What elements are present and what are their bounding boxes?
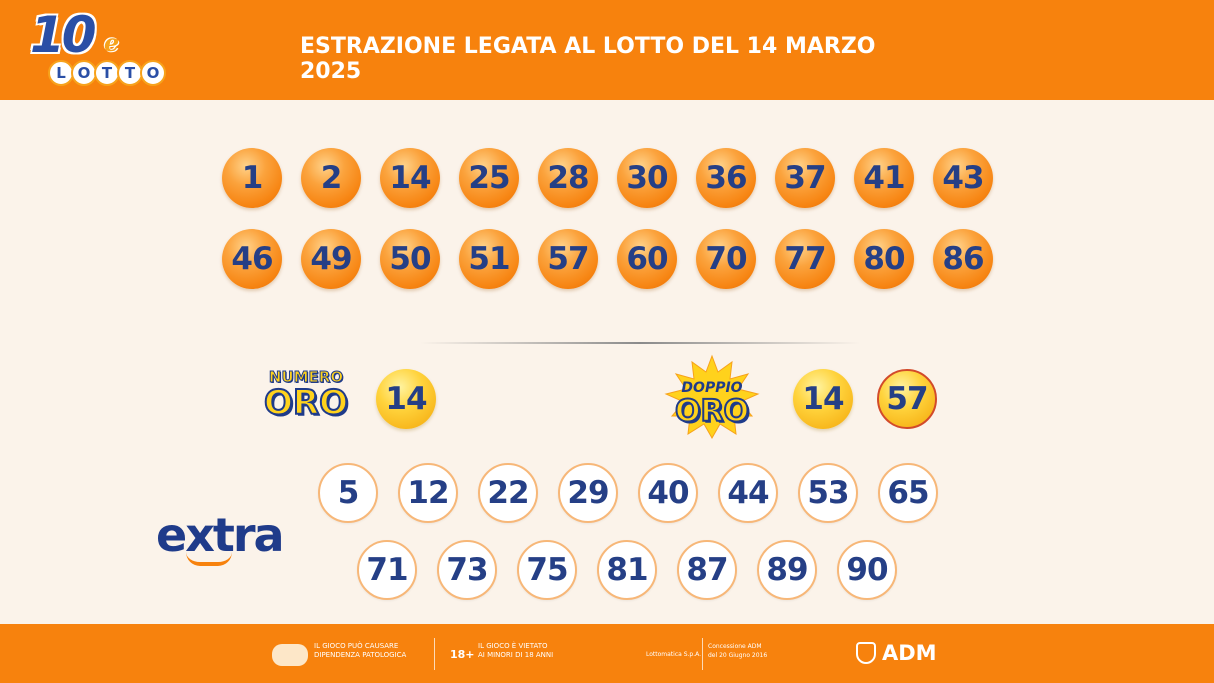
extra-ball: 81 [597,540,657,600]
swoosh-icon [186,552,232,566]
footer-bar: IL GIOCO PUÒ CAUSARE DIPENDENZA PATOLOGI… [0,624,1214,683]
gioco-warning-line1: IL GIOCO PUÒ CAUSARE [314,642,399,650]
adm-emblem-icon [856,642,876,664]
gioco-warning: IL GIOCO PUÒ CAUSARE DIPENDENZA PATOLOGI… [314,642,406,660]
doppio-oro-logo: DOPPIO ORO [662,354,762,440]
extra-ball: 12 [398,463,458,523]
number-ball: 60 [617,229,677,289]
number-ball: 50 [380,229,440,289]
doppio-oro-ball: 14 [793,369,853,429]
extra-ball: 29 [558,463,618,523]
number-ball: 36 [696,148,756,208]
number-ball: 86 [933,229,993,289]
number-ball: 28 [538,148,598,208]
number-ball: 2 [301,148,361,208]
numero-oro-label-top: NUMERO [268,368,344,387]
number-ball: 46 [222,229,282,289]
divider [420,342,860,344]
gioco-responsabile-icon [272,644,308,666]
extra-ball: 53 [798,463,858,523]
concessione-line2: del 20 Giugno 2016 [708,652,768,659]
number-ball: 70 [696,229,756,289]
logo-e: e [104,28,120,57]
numero-oro-ball: 14 [376,369,436,429]
footer-separator [702,638,703,670]
number-ball: 37 [775,148,835,208]
extra-ball: 65 [878,463,938,523]
number-ball: 51 [459,229,519,289]
header-bar: 10 e L O T T O ESTRAZIONE LEGATA AL LOTT… [0,0,1214,100]
10elotto-logo: 10 e L O T T O [22,6,182,94]
starburst-icon [664,354,760,440]
extra-ball: 73 [437,540,497,600]
number-ball: 77 [775,229,835,289]
extra-ball: 71 [357,540,417,600]
footer-separator [434,638,435,670]
concessione-line1: Concessione ADM [708,643,762,650]
doppio-oro-ball: 57 [877,369,937,429]
number-ball: 30 [617,148,677,208]
logo-letter: O [140,60,166,86]
doppio-oro-label-top: DOPPIO [681,380,743,396]
page-title: ESTRAZIONE LEGATA AL LOTTO DEL 14 MARZO … [300,34,876,84]
adm-logo: ADM [882,641,937,665]
number-ball: 49 [301,229,361,289]
extra-ball: 75 [517,540,577,600]
number-ball: 25 [459,148,519,208]
number-ball: 80 [854,229,914,289]
extra-ball: 87 [677,540,737,600]
number-ball: 57 [538,229,598,289]
minori-warning-line1: IL GIOCO È VIETATO [478,642,548,650]
logo-letter: O [71,60,97,86]
extra-ball: 22 [478,463,538,523]
extra-ball: 44 [718,463,778,523]
numero-oro-label-bottom: ORO [263,383,349,423]
extra-ball: 89 [757,540,817,600]
minori-warning-line2: AI MINORI DI 18 ANNI [478,651,554,659]
number-ball: 41 [854,148,914,208]
extra-logo: extra [156,508,306,570]
extra-ball: 40 [638,463,698,523]
concessione: Concessione ADM del 20 Giugno 2016 [708,642,767,660]
logo-lotto-word: L O T T O [48,60,166,86]
numero-oro-logo: NUMERO ORO [256,368,356,434]
logo-letter: L [48,60,74,86]
extra-ball: 90 [837,540,897,600]
doppio-oro-label-bottom: ORO [674,393,750,430]
minori-warning: IL GIOCO È VIETATO AI MINORI DI 18 ANNI [478,642,553,660]
number-ball: 14 [380,148,440,208]
gioco-warning-line2: DIPENDENZA PATOLOGICA [314,651,407,659]
extra-ball: 5 [318,463,378,523]
age-badge: 18+ [450,648,475,661]
logo-number: 10 [30,6,97,64]
logo-letter: T [94,60,120,86]
number-ball: 43 [933,148,993,208]
operator-name: Lottomatica S.p.A. [646,651,702,658]
number-ball: 1 [222,148,282,208]
